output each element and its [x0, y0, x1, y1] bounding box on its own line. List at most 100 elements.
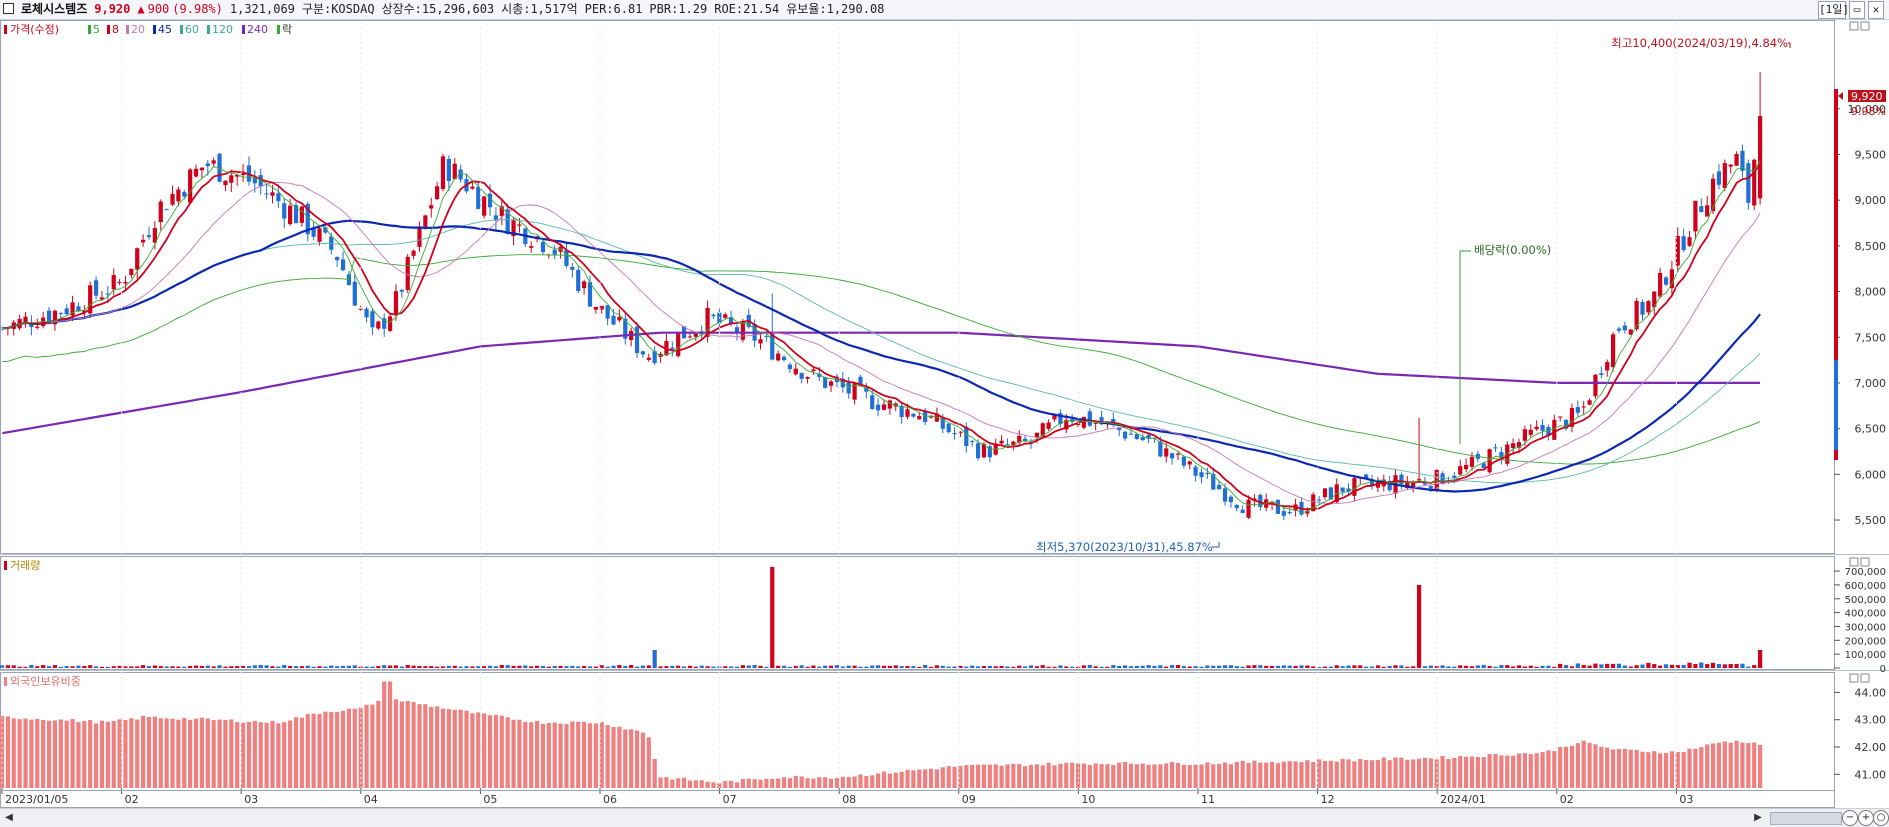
foreign-bar [82, 721, 87, 788]
candle [587, 275, 593, 308]
drop-legend-label: 락 [282, 23, 292, 36]
stock-name: 로체시스템즈 [21, 2, 88, 16]
foreign-bar [1652, 751, 1657, 788]
foreign-bar [1117, 762, 1122, 788]
candle [623, 311, 628, 345]
close-button[interactable]: ✕ [1868, 1, 1884, 19]
foreign-bar [529, 722, 534, 788]
period-selector[interactable]: [1일] [1818, 1, 1849, 19]
minimize-checkbox[interactable] [3, 3, 14, 14]
ma-legend-label: 20 [131, 23, 145, 36]
candle [1740, 144, 1745, 178]
foreign-bar [1240, 760, 1245, 788]
foreign-bar [629, 729, 634, 788]
foreign-bar [693, 780, 698, 788]
volume-panel-close-button[interactable] [1860, 557, 1870, 567]
foreign-bar [1064, 762, 1069, 788]
scroll-left-icon[interactable]: ◀ [5, 812, 13, 823]
foreign-bar [1081, 763, 1087, 788]
foreign-bar [1416, 758, 1422, 788]
horizontal-scrollbar[interactable]: ◀ ▶ − + ○ [0, 808, 1889, 827]
candle [1705, 196, 1710, 217]
volume-y-tick-label: 100,000 [1845, 650, 1886, 661]
foreign-bar [1663, 753, 1669, 788]
restore-button[interactable]: ▭ [1849, 1, 1865, 19]
volume-bar [258, 664, 263, 668]
volume-bar [346, 665, 352, 668]
volume-bar [652, 650, 657, 668]
foreign-bar [752, 779, 757, 788]
volume-bar [1181, 666, 1186, 668]
foreign-bar [1140, 763, 1145, 788]
foreign-bar [564, 724, 569, 788]
candle [1146, 434, 1151, 444]
scroll-right-icon[interactable]: ▶ [1754, 812, 1762, 823]
volume-bar [1746, 666, 1751, 668]
volume-bar [1311, 666, 1316, 668]
foreign-bar [70, 719, 75, 788]
candle [1587, 398, 1592, 406]
zoom-reset-icon[interactable]: ○ [1873, 810, 1889, 826]
candle [1416, 417, 1422, 480]
volume-bar [1675, 665, 1680, 668]
zoom-out-icon[interactable]: − [1842, 810, 1858, 826]
volume-bar [1622, 665, 1627, 668]
volume-y-tick-label: 500,000 [1845, 595, 1886, 606]
candle [217, 152, 222, 183]
volume-bar [899, 666, 904, 668]
candle [1716, 164, 1722, 190]
candle [1611, 332, 1616, 372]
info-roe: ROE:21.54 [714, 2, 780, 16]
x-tick-label: 07 [723, 793, 737, 806]
low-annotation: 최저5,370(2023/10/31),45.87% [1036, 540, 1220, 554]
foreign-bar [182, 717, 187, 788]
volume-bar [1099, 666, 1104, 668]
foreign-bar [470, 713, 475, 788]
price-panel-max-button[interactable] [1849, 21, 1859, 31]
candle [958, 431, 963, 437]
candle [41, 311, 46, 329]
candle [1652, 291, 1657, 315]
volume-bar [382, 665, 387, 668]
foreign-panel-close-button[interactable] [1860, 673, 1870, 683]
candle [770, 293, 775, 361]
foreign-bar [828, 778, 834, 788]
ma-legend-swatch [107, 25, 110, 34]
foreign-bar [1616, 748, 1622, 788]
scrollbar-thumb[interactable] [1770, 812, 1842, 825]
info-shares: 상장수:15,296,603 [381, 2, 495, 16]
x-tick-label: 2023/01/05 [5, 793, 68, 806]
volume-bar [35, 666, 40, 668]
volume-bar [458, 666, 463, 668]
volume-bar [376, 666, 381, 668]
volume-bar [423, 666, 428, 668]
candle [1622, 321, 1627, 334]
volume-panel-max-button[interactable] [1849, 557, 1859, 567]
foreign-panel-max-button[interactable] [1849, 673, 1859, 683]
volume-bar [1346, 665, 1351, 668]
foreign-bar [135, 719, 140, 788]
foreign-bar [123, 720, 128, 788]
foreign-bar [1428, 758, 1433, 788]
foreign-bar [440, 708, 446, 788]
volume-bar [1693, 663, 1698, 668]
candle [970, 439, 975, 447]
volume-bar [1716, 664, 1722, 668]
zoom-in-icon[interactable]: + [1858, 810, 1874, 826]
candle [1211, 467, 1216, 490]
candle [1534, 420, 1539, 431]
volume-bar [1040, 665, 1045, 668]
foreign-bar [1075, 763, 1081, 788]
x-tick-label: 03 [244, 793, 258, 806]
foreign-bar [482, 713, 487, 788]
volume-bar [476, 666, 481, 668]
foreign-bar [464, 710, 469, 788]
price-panel-close-button[interactable] [1860, 21, 1870, 31]
foreign-bar [899, 771, 904, 788]
volume-bar [229, 666, 234, 668]
candle [1122, 430, 1128, 441]
candle [1164, 441, 1169, 463]
ma-legend-label: 240 [247, 23, 268, 36]
candle [1511, 438, 1516, 455]
